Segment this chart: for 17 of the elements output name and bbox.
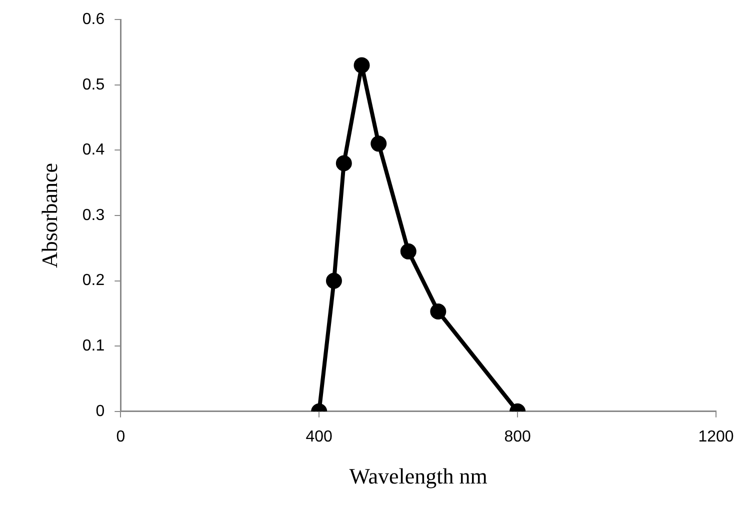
x-tick-label: 0 <box>116 428 126 446</box>
y-tick-label: 0.6 <box>82 11 105 28</box>
x-axis-title: Wavelength nm <box>349 464 488 489</box>
x-tick-label: 400 <box>306 428 333 446</box>
y-axis-title: Absorbance <box>36 162 62 268</box>
x-tick-label: 1200 <box>698 428 734 446</box>
point <box>400 243 416 260</box>
y-tick-label: 0.4 <box>82 142 105 159</box>
point <box>370 136 387 152</box>
y-tick-label: 0.2 <box>82 272 105 290</box>
y-tick-label: 0.5 <box>82 76 105 94</box>
x-tick-label: 800 <box>504 428 531 446</box>
y-tick-label: 0.1 <box>82 338 105 355</box>
y-tick-label: 0 <box>96 402 105 420</box>
point <box>336 155 352 172</box>
point <box>354 57 370 74</box>
y-tick-label: 0.3 <box>82 206 105 224</box>
